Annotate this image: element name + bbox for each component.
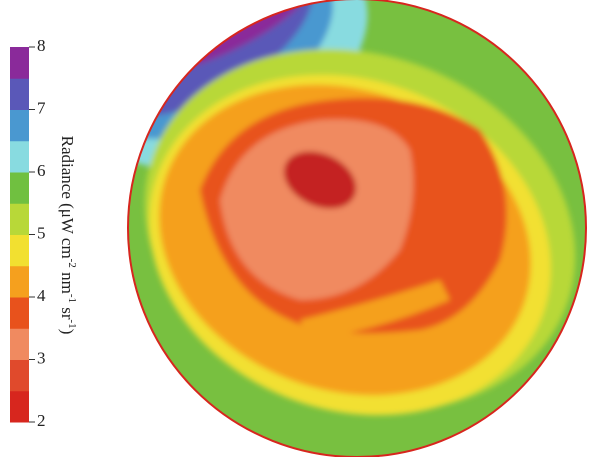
tick-label: 4 [37,286,46,305]
colorbar-segment [10,297,29,329]
label-part: nm [58,268,77,294]
label-part: -1 [66,294,78,303]
label-part: -2 [66,259,78,268]
colorbar-segment [10,47,29,79]
tick-label: 2 [37,411,46,430]
colorbar-segment [10,78,29,110]
colorbar-segment [10,328,29,360]
colorbar-segment [10,390,29,423]
tick-label: 3 [37,348,46,367]
colorbar: 2 3 4 5 6 7 8 [10,36,46,430]
colorbar-segment [10,265,29,298]
colorbar-segment [10,140,29,173]
label-part: -1 [66,320,78,329]
tick-label: 6 [37,161,46,180]
colorbar-segment [10,203,29,235]
tick-label: 5 [37,223,46,242]
sky-rim [127,0,587,457]
colorbar-segment [10,234,29,267]
colorbar-label: Radiance (μW cm-2 nm-1 sr-1) [58,136,78,335]
label-part: sr [58,303,77,320]
sky-image [128,0,586,457]
label-part: ) [58,329,77,335]
colorbar-segment [10,172,29,204]
tick-label: 8 [37,36,46,55]
tick-label: 7 [37,98,46,117]
colorbar-segment [10,359,29,392]
colorbar-segment [10,109,29,142]
label-part: Radiance (μW cm [58,136,77,259]
